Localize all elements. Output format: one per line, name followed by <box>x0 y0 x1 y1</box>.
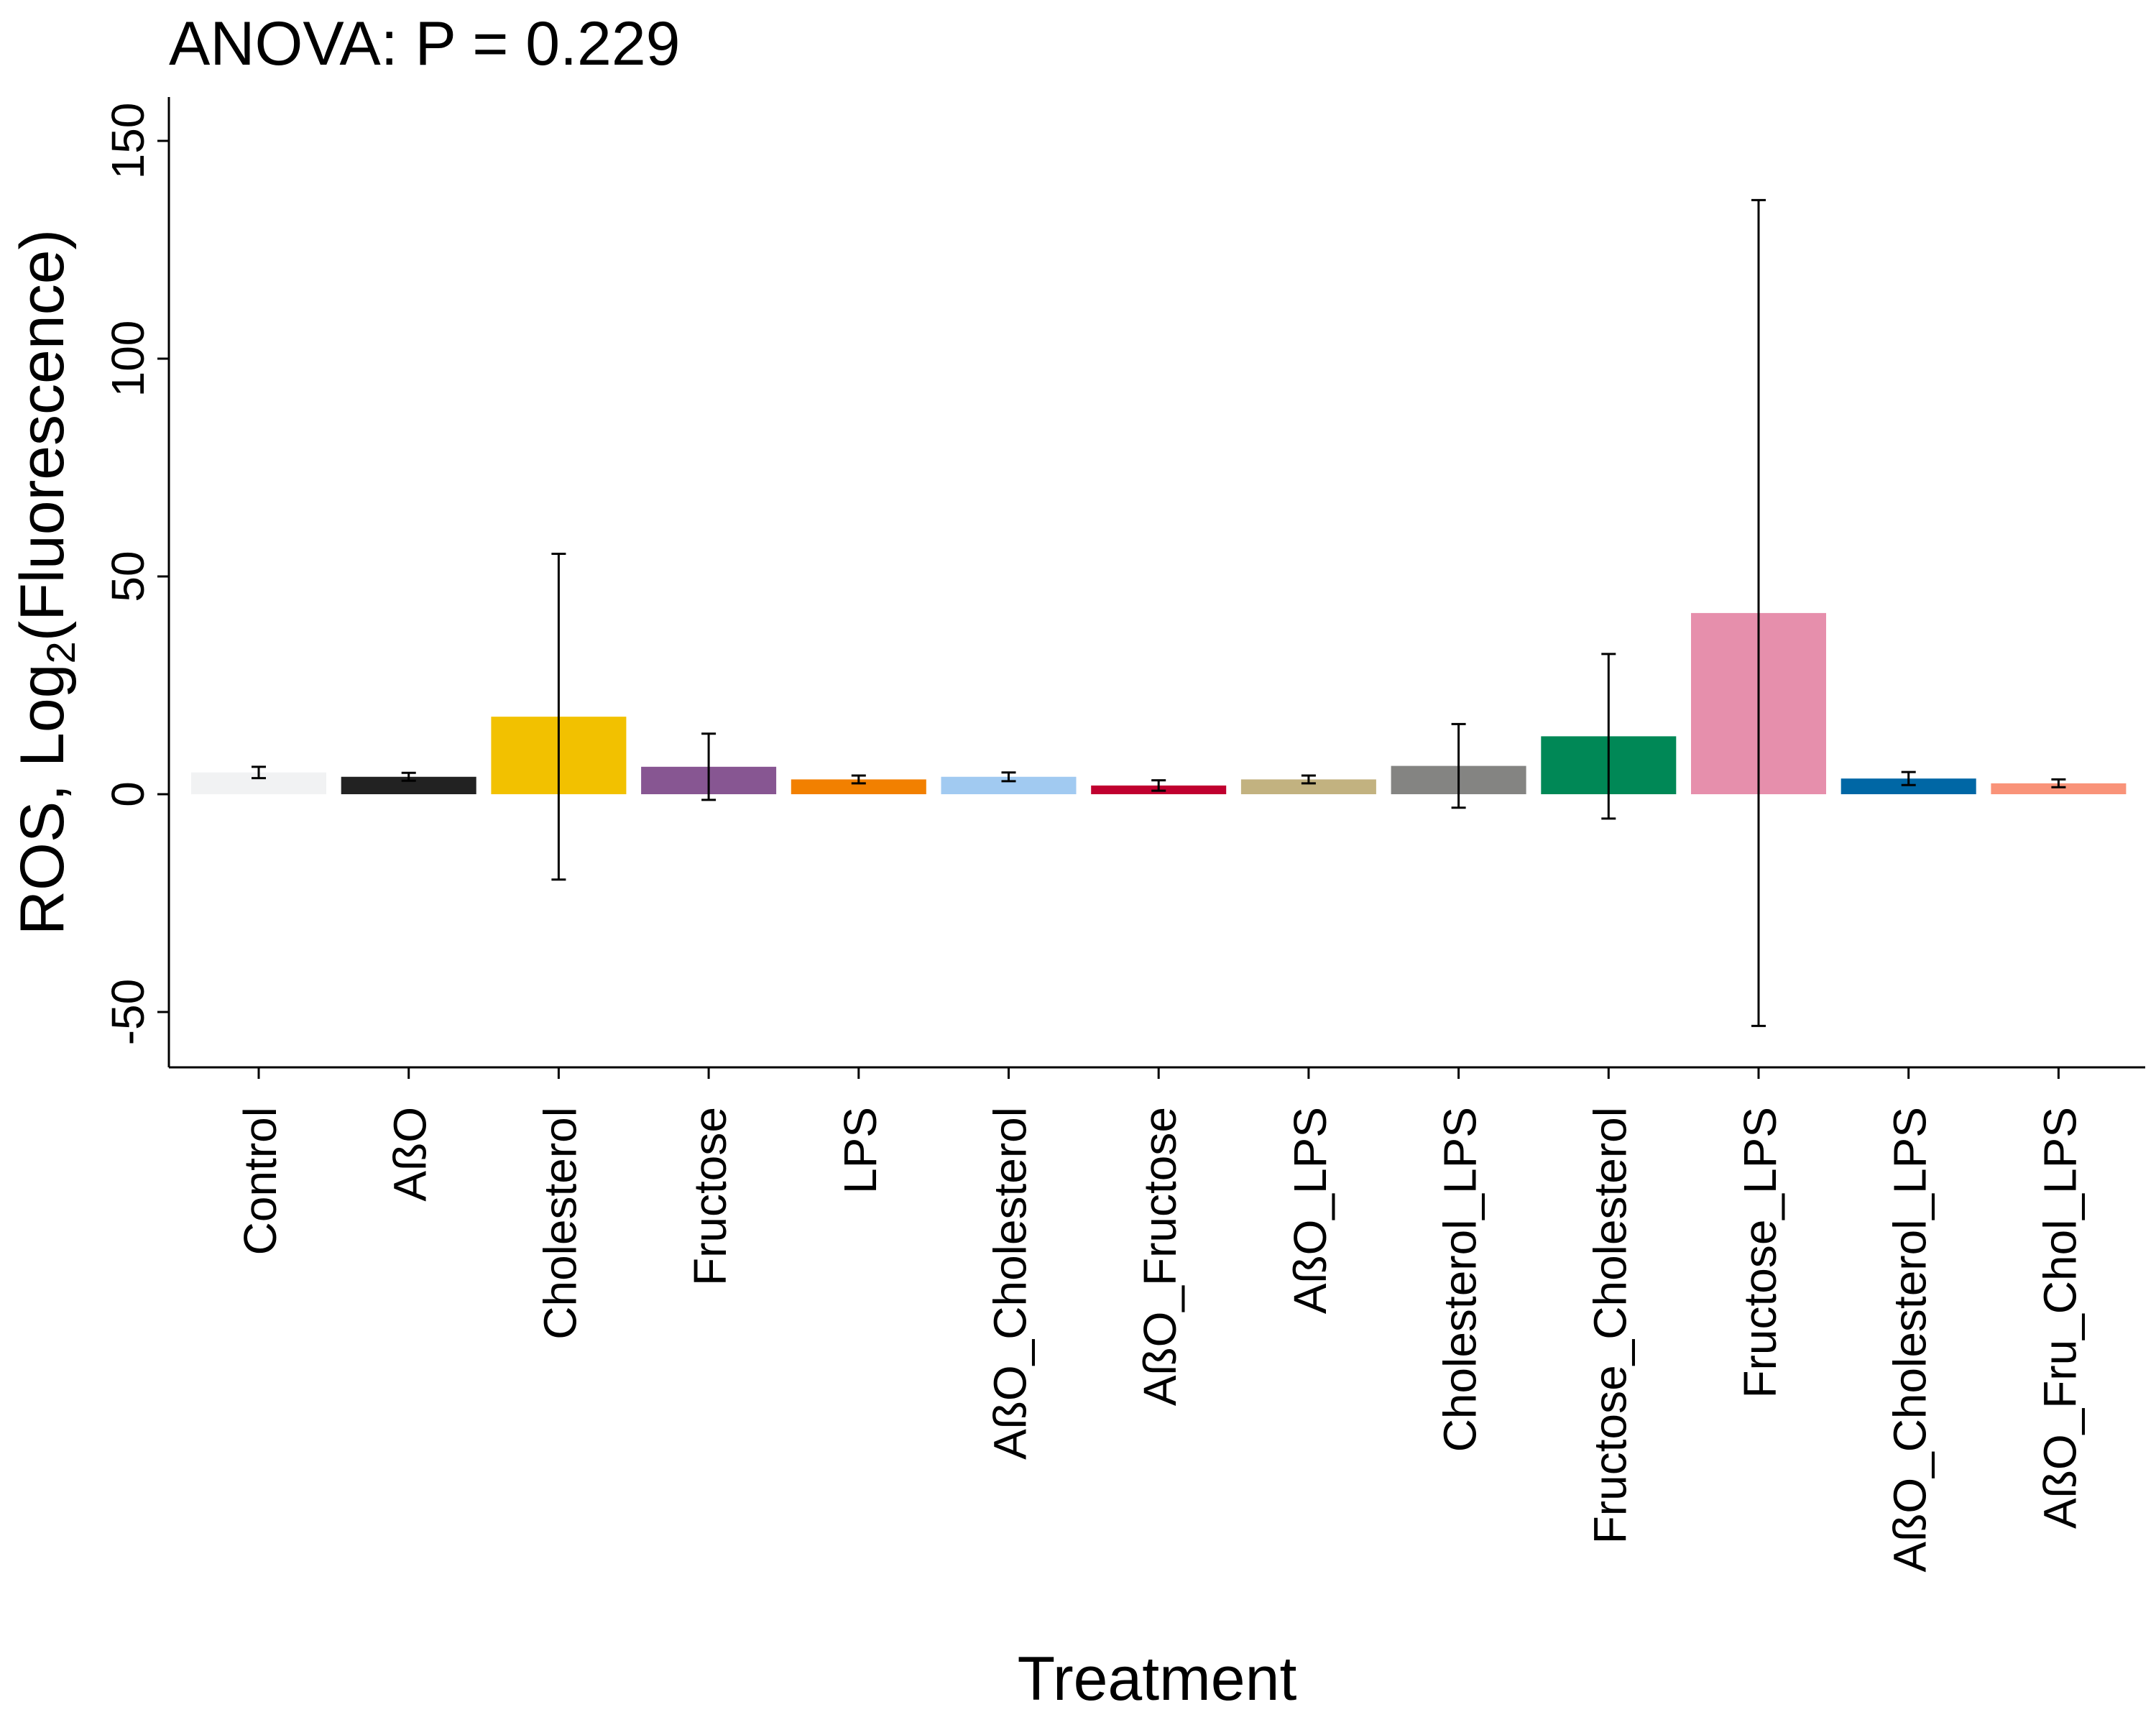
bar <box>1240 779 1376 794</box>
x-tick-label: AßO_Cholesterol_LPS <box>1884 1107 1936 1572</box>
y-axis-title-prefix: ROS, Log <box>8 664 77 936</box>
x-tick-label: Fructose_Cholesterol <box>1584 1107 1636 1544</box>
x-axis-title: Treatment <box>1018 1644 1297 1714</box>
x-tick-label: AßO_Fructose <box>1134 1107 1186 1406</box>
bar <box>791 779 926 794</box>
y-tick-label: 100 <box>102 321 154 397</box>
bars <box>191 612 2127 794</box>
y-tick-label: 150 <box>102 103 154 180</box>
x-tick-label: Fructose_LPS <box>1734 1107 1786 1399</box>
x-tick-label: AßO_Fru_Chol_LPS <box>2034 1107 2086 1529</box>
y-tick-label: 50 <box>102 551 154 602</box>
x-axis: Control AßO Cholesterol Fructose LPS AßO_Chol… <box>169 1066 2145 1572</box>
y-axis: -50 0 50 100 150 <box>102 97 170 1067</box>
y-axis-title: ROS, Log2(Fluorescence) <box>8 229 83 935</box>
bar <box>1991 783 2127 794</box>
x-tick-label: LPS <box>834 1107 886 1194</box>
x-tick-label: AßO_Cholesterol <box>985 1107 1036 1460</box>
x-tick-label: Cholesterol_LPS <box>1434 1107 1486 1452</box>
y-tick-label: -50 <box>102 979 154 1046</box>
y-axis-title-subscript: 2 <box>38 641 83 663</box>
x-tick-label: AßO_LPS <box>1284 1107 1336 1314</box>
y-ticks: -50 0 50 100 150 <box>102 103 169 1046</box>
x-tick-label: Cholesterol <box>534 1107 586 1340</box>
x-ticks: Control AßO Cholesterol Fructose LPS AßO_Chol… <box>234 1067 2086 1572</box>
bar <box>1841 778 1976 794</box>
x-tick-label: AßO <box>384 1107 436 1202</box>
y-tick-label: 0 <box>102 781 154 807</box>
y-axis-title-suffix: (Fluorescence) <box>8 229 77 642</box>
error-bars <box>252 198 2066 1027</box>
x-tick-label: Fructose <box>684 1107 736 1286</box>
chart-title: ANOVA: P = 0.229 <box>169 9 681 78</box>
x-tick-label: Control <box>234 1107 286 1255</box>
